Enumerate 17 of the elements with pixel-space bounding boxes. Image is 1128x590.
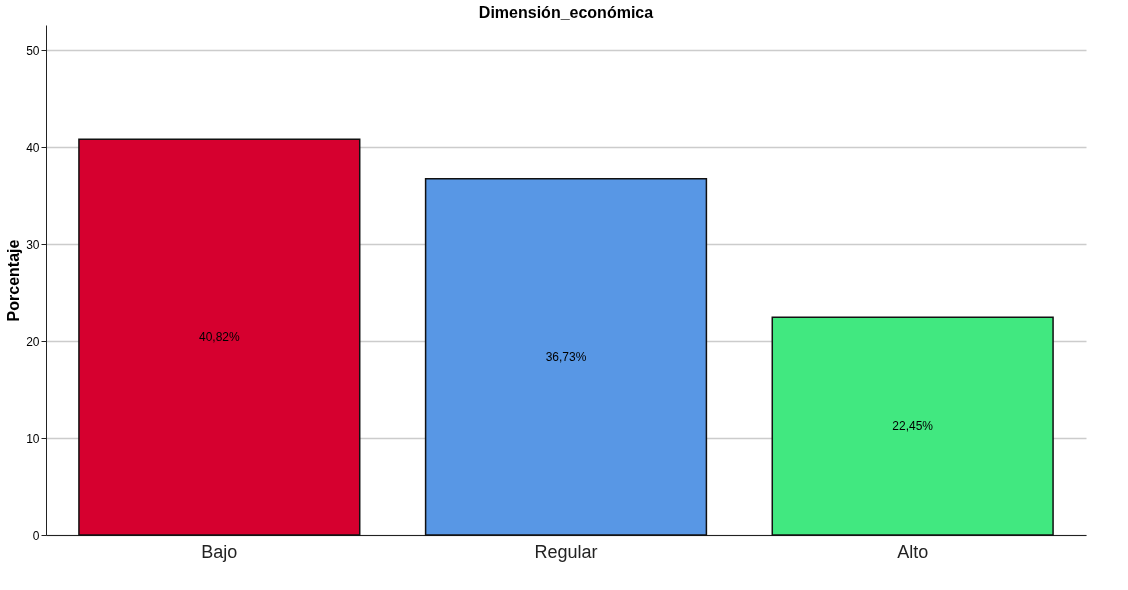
y-tick-label: 40 [26,140,40,155]
bar [78,138,361,536]
bar [771,316,1054,536]
x-tick-label: Alto [897,541,929,562]
y-tick-label: 20 [26,334,40,349]
chart-title: Dimensión_económica [478,4,654,21]
data-label: 22,45% [892,419,934,434]
x-tick-label: Regular [534,541,598,562]
data-label: 36,73% [545,349,587,364]
y-tick-label: 50 [26,43,40,58]
y-tick-label: 0 [32,528,40,543]
data-label: 40,82% [198,330,241,345]
bar [424,178,708,536]
x-tick-label: Bajo [201,541,238,562]
y-tick-label: 30 [26,237,40,252]
y-axis-title: Porcentaje [5,239,23,322]
y-tick-label: 10 [26,431,40,446]
